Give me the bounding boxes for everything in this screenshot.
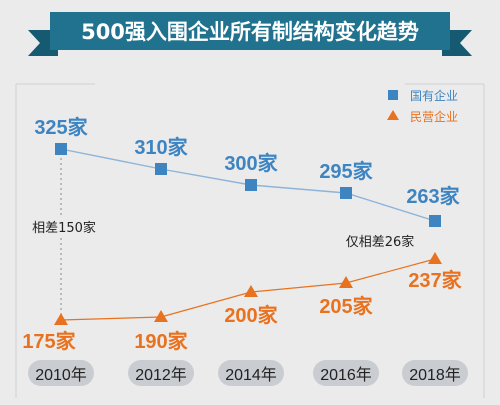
data-label-private-2: 200家	[224, 303, 278, 327]
point-state-4	[429, 215, 441, 227]
point-private-1	[154, 310, 168, 322]
x-axis: 2010年 2012年 2014年 2016年 2018年	[28, 360, 468, 386]
data-label-private-1: 190家	[134, 329, 188, 353]
chart-title: 500强入围企业所有制结构变化趋势	[81, 20, 419, 44]
gap-note-2010-bg	[24, 216, 104, 238]
point-state-0	[55, 143, 67, 155]
title-banner: 500强入围企业所有制结构变化趋势	[28, 12, 472, 56]
data-label-state-1: 310家	[134, 135, 188, 159]
year-pill-1	[128, 360, 194, 386]
point-private-4	[428, 252, 442, 264]
legend: 国有企业 民营企业	[387, 88, 458, 124]
point-state-2	[245, 179, 257, 191]
point-state-3	[340, 187, 352, 199]
data-label-state-0: 325家	[34, 115, 88, 139]
x-tick-label-1: 2012年	[135, 366, 187, 384]
data-label-state-2: 300家	[224, 151, 278, 175]
x-tick-label-0: 2010年	[35, 366, 87, 384]
gap-note-2010: 相差150家	[32, 220, 96, 236]
point-private-0	[54, 313, 68, 325]
x-tick-label-4: 2018年	[409, 366, 461, 384]
legend-label-private: 民营企业	[410, 109, 458, 124]
point-state-1	[155, 163, 167, 175]
year-pill-3	[313, 360, 379, 386]
data-label-private-4: 237家	[408, 268, 462, 292]
data-label-private-0: 175家	[22, 329, 76, 353]
data-label-state-4: 263家	[406, 184, 460, 208]
legend-marker-private	[387, 110, 399, 120]
year-pill-4	[402, 360, 468, 386]
data-label-private-3: 205家	[319, 294, 373, 318]
x-tick-label-3: 2016年	[320, 366, 372, 384]
series-layer: 325家 310家 300家 295家 263家 175家 190家 200家 205家 237家	[22, 115, 462, 353]
data-label-state-3: 295家	[319, 159, 373, 183]
gap-note-2018: 仅相差26家	[346, 234, 415, 250]
point-private-2	[244, 285, 258, 297]
banner-body	[50, 12, 450, 50]
x-tick-label-2: 2014年	[225, 366, 277, 384]
point-private-3	[339, 276, 353, 288]
legend-label-state: 国有企业	[410, 88, 458, 103]
legend-marker-state	[388, 90, 398, 100]
year-pill-2	[218, 360, 284, 386]
chart-frame	[15, 83, 485, 398]
year-pill-0	[28, 360, 94, 386]
